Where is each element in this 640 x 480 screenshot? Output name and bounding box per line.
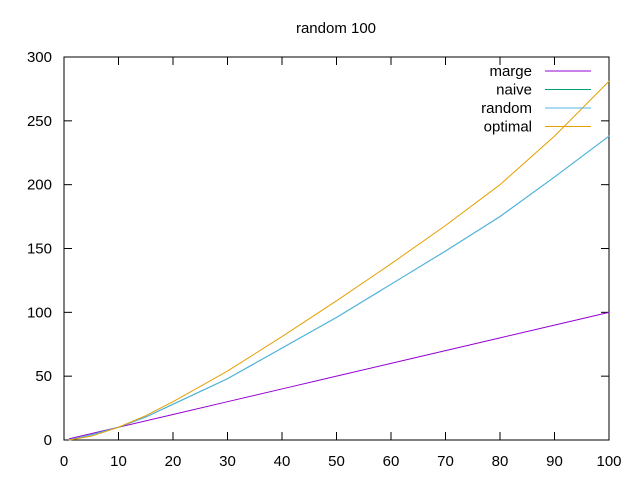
y-tick-label: 250 bbox=[27, 113, 52, 130]
x-tick-label: 10 bbox=[110, 453, 127, 470]
series-line-optimal bbox=[68, 80, 610, 441]
x-tick-label: 0 bbox=[60, 453, 68, 470]
series-line-naive bbox=[68, 135, 610, 441]
series-line-random bbox=[68, 135, 610, 441]
x-tick-label: 60 bbox=[383, 453, 400, 470]
series-layer bbox=[68, 80, 610, 441]
x-tick-label: 20 bbox=[165, 453, 182, 470]
y-tick-label: 0 bbox=[44, 432, 52, 449]
legend-label-optimal: optimal bbox=[484, 119, 532, 136]
y-tick-label: 300 bbox=[27, 49, 52, 66]
series-line-marge bbox=[68, 311, 610, 440]
y-tick-label: 200 bbox=[27, 177, 52, 194]
x-tick-label: 30 bbox=[219, 453, 236, 470]
x-tick-label: 40 bbox=[274, 453, 291, 470]
legend-label-marge: marge bbox=[489, 63, 532, 80]
y-tick-label: 150 bbox=[27, 241, 52, 258]
legend-label-naive: naive bbox=[496, 82, 532, 99]
x-tick-label: 70 bbox=[437, 453, 454, 470]
x-tick-label: 50 bbox=[328, 453, 345, 470]
x-tick-label: 100 bbox=[596, 453, 621, 470]
y-tick-label: 50 bbox=[35, 368, 52, 385]
y-tick-label: 100 bbox=[27, 304, 52, 321]
chart-title: random 100 bbox=[296, 20, 376, 37]
axis-ticks-layer: 0 10 20 30 40 50 60 70 80 90 100 0 50 100 150 200 250 300 bbox=[27, 49, 622, 470]
x-tick-label: 80 bbox=[492, 453, 509, 470]
legend-label-random: random bbox=[481, 100, 532, 117]
x-tick-label: 90 bbox=[546, 453, 563, 470]
